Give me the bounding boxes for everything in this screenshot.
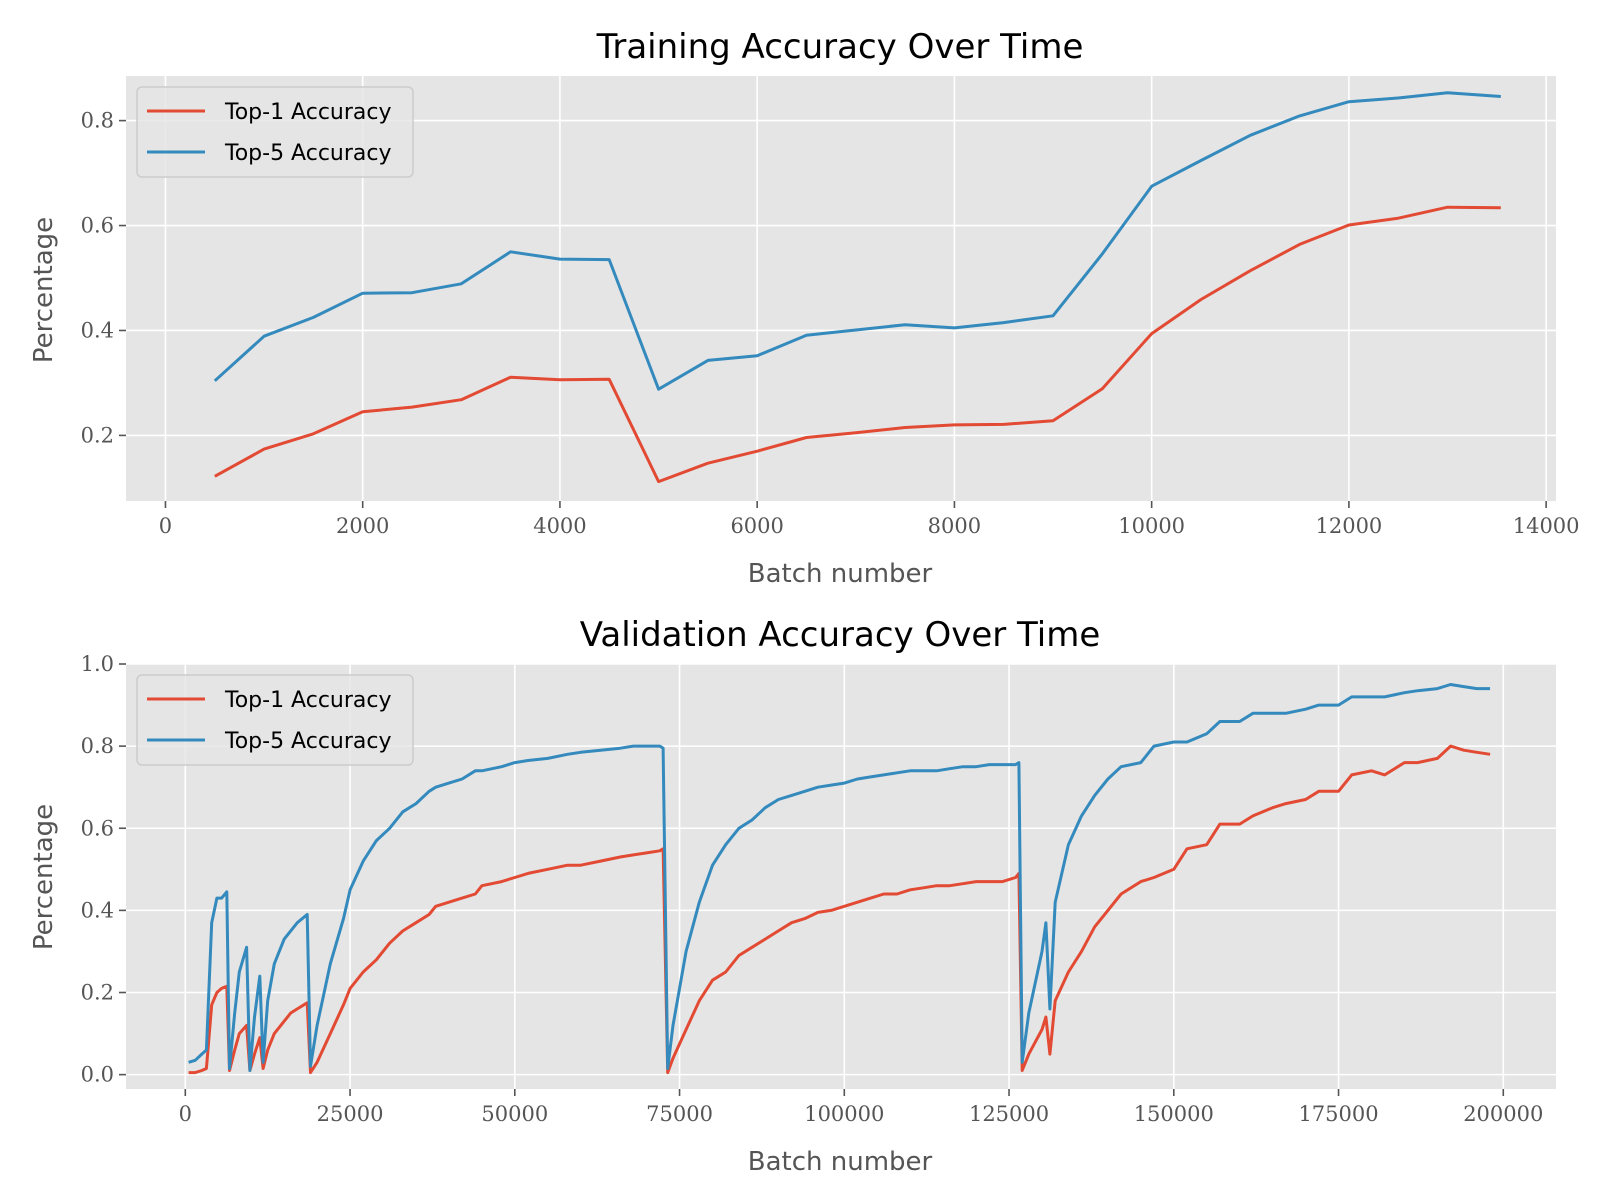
validation-accuracy-chart: Validation Accuracy Over Time Batch numb… xyxy=(29,615,1556,1177)
x-tick-label: 12000 xyxy=(1315,514,1382,538)
y-tick-label: 0.4 xyxy=(81,898,114,922)
x-tick-label: 8000 xyxy=(928,514,981,538)
x-tick-label: 150000 xyxy=(1134,1102,1214,1126)
x-tick-label: 100000 xyxy=(804,1102,884,1126)
x-tick-label: 125000 xyxy=(969,1102,1049,1126)
y-tick-label: 0.6 xyxy=(81,816,114,840)
y-tick-label: 0.6 xyxy=(81,214,114,238)
training-accuracy-chart: Training Accuracy Over Time Batch number… xyxy=(29,27,1580,589)
x-tick-label: 50000 xyxy=(481,1102,548,1126)
x-tick-label: 2000 xyxy=(336,514,389,538)
y-tick-label: 0.2 xyxy=(81,423,114,447)
top5-accuracy-series-line xyxy=(213,91,1501,391)
y-tick-label: 0.8 xyxy=(81,109,114,133)
top1-accuracy-series-line xyxy=(214,205,1501,484)
legend-box xyxy=(136,674,414,766)
y-axis-label: Percentage xyxy=(29,217,59,363)
chart-title: Training Accuracy Over Time xyxy=(596,27,1084,67)
legend-box xyxy=(136,86,414,178)
legend: Top-1 Accuracy Top-5 Accuracy xyxy=(136,86,414,178)
x-tick-label: 0 xyxy=(179,1102,192,1126)
y-tick-label: 0.4 xyxy=(81,318,114,342)
y-tick-label: 0.8 xyxy=(81,734,114,758)
x-tick-label: 75000 xyxy=(646,1102,713,1126)
top1-accuracy-series-line xyxy=(188,744,1491,1075)
x-tick-label: 4000 xyxy=(533,514,586,538)
legend-entry-label: Top-1 Accuracy xyxy=(224,688,392,713)
x-tick-label: 0 xyxy=(159,514,172,538)
legend-entry-label: Top-1 Accuracy xyxy=(224,100,392,125)
x-axis-label: Batch number xyxy=(748,1147,933,1177)
x-axis-label: Batch number xyxy=(748,559,933,589)
legend: Top-1 Accuracy Top-5 Accuracy xyxy=(136,674,414,766)
y-axis-label: Percentage xyxy=(29,804,59,950)
top5-accuracy-series-line xyxy=(188,683,1491,1072)
x-tick-label: 6000 xyxy=(730,514,783,538)
y-tick-label: 0.0 xyxy=(81,1063,114,1087)
legend-entry-label: Top-5 Accuracy xyxy=(224,729,392,754)
x-tick-label: 25000 xyxy=(317,1102,384,1126)
y-tick-label: 1.0 xyxy=(81,652,114,676)
x-tick-label: 200000 xyxy=(1463,1102,1543,1126)
x-tick-label: 175000 xyxy=(1298,1102,1378,1126)
x-tick-label: 10000 xyxy=(1118,514,1185,538)
x-tick-label: 14000 xyxy=(1513,514,1580,538)
legend-entry-label: Top-5 Accuracy xyxy=(224,141,392,166)
y-tick-label: 0.2 xyxy=(81,981,114,1005)
chart-title: Validation Accuracy Over Time xyxy=(580,615,1101,655)
